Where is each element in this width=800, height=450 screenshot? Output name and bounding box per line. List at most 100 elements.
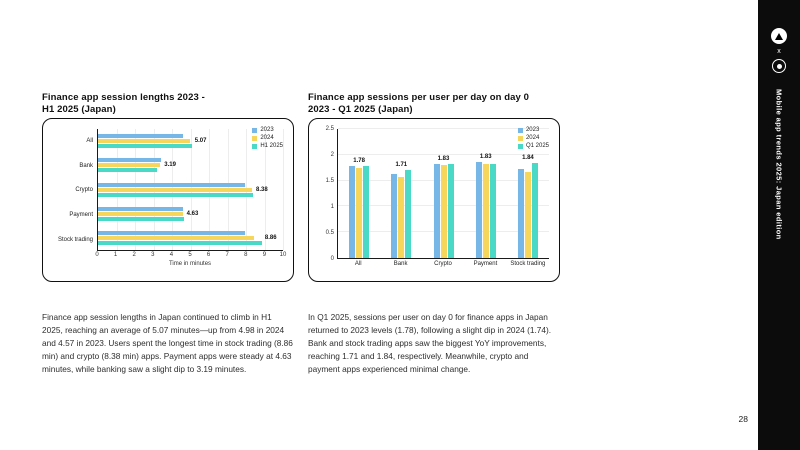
bar-group-payment: 4.63 [98, 202, 283, 226]
bar-stock-trading-2024 [524, 171, 531, 258]
y-tick-label: 2 [330, 152, 334, 158]
bar-all-2024 [356, 168, 363, 258]
bar-crypto-2023 [433, 164, 440, 258]
right-paragraph: In Q1 2025, sessions per user on day 0 f… [308, 312, 552, 374]
legend-swatch [252, 143, 258, 149]
y-axis-labels: 0 0.5 1 1.5 2 2.5 [319, 126, 337, 262]
gridline [283, 129, 284, 250]
category-label-crypto: Crypto [75, 187, 93, 194]
bar-stock-trading-2024 [98, 235, 255, 240]
plot-area: 1.78 1.71 1.83 1.83 1.84 [337, 128, 549, 259]
bar-all-2024 [98, 139, 191, 144]
page-number: 28 [738, 414, 748, 424]
legend-label: 2024 [525, 135, 540, 141]
plot-wrap: 1.78 1.71 1.83 1.83 1.84 All Bank Crypto Payment… [337, 128, 549, 271]
bar-all-2023 [98, 134, 183, 139]
plot-wrap: 5.07 3.19 8.38 4.63 8.86 0 1 2 3 4 5 6 7 8 9 10 Time in … [95, 129, 286, 271]
y-tick-label: 1 [330, 204, 334, 210]
data-label-crypto: 8.38 [256, 186, 268, 193]
bar-payment-2024 [482, 164, 489, 258]
x-tick-label: 3 [151, 252, 155, 258]
bar-group-stock-trading: 1.84 [507, 129, 549, 258]
bar-crypto-2024 [440, 165, 447, 258]
bar-group-payment: 1.83 [465, 129, 507, 258]
plot-area: 5.07 3.19 8.38 4.63 8.86 [97, 129, 284, 251]
legend-label: H1 2025 [260, 143, 283, 149]
right-chart-heading: Finance app sessions per user per day on… [308, 91, 530, 116]
bar-group-crypto: 1.83 [422, 129, 464, 258]
bar-group-crypto: 8.38 [98, 177, 283, 201]
gridline [264, 129, 266, 250]
bar-crypto-q1-2025 [447, 163, 454, 258]
bar-stock-trading-h1-2025 [98, 240, 262, 245]
legend-swatch [517, 143, 523, 149]
data-label-stock-trading: 8.86 [264, 234, 277, 241]
x-tick-label: 5 [188, 252, 192, 258]
data-label-payment: 1.83 [479, 154, 492, 161]
bar-bank-2024 [98, 163, 160, 168]
session-lengths-chart-card: 2023 2024 H1 2025 All Bank Crypto Payment Stoc… [42, 118, 294, 282]
x-tick-label: 7 [225, 252, 229, 258]
y-tick-label: 0.5 [325, 230, 334, 236]
x-category-label-bank: Bank [393, 261, 408, 267]
legend-swatch [252, 127, 258, 133]
x-tick-label: 1 [113, 252, 118, 258]
data-label-bank: 1.71 [395, 161, 408, 168]
bar-payment-2024 [98, 211, 184, 216]
right-sidebar: x Mobile app trends 2025: Japan edition [758, 0, 800, 450]
sidebar-title: Mobile app trends 2025: Japan edition [774, 89, 784, 240]
legend-item-2024: 2024 [252, 135, 283, 141]
x-tick-label: 6 [206, 252, 211, 258]
left-chart-heading: Finance app session lengths 2023 - H1 20… [42, 91, 205, 116]
data-label-bank: 3.19 [164, 162, 176, 169]
bar-crypto-h1-2025 [98, 192, 254, 197]
bar-stock-trading-q1-2025 [531, 163, 538, 258]
bar-all-2023 [349, 166, 356, 258]
x-tick-label: 10 [279, 252, 287, 258]
x-tick-label: 8 [244, 252, 248, 258]
data-label-stock-trading: 1.84 [522, 155, 534, 162]
category-label-payment: Payment [69, 212, 93, 219]
legend-swatch [517, 127, 523, 133]
bar-bank-2024 [398, 177, 405, 258]
data-label-crypto: 1.83 [437, 155, 450, 162]
bar-crypto-2024 [98, 187, 252, 192]
sessions-per-user-legend: 2023 2024 Q1 2025 [517, 127, 549, 149]
bar-payment-q1-2025 [489, 163, 496, 258]
gridline [338, 128, 549, 129]
left-paragraph: Finance app session lengths in Japan con… [42, 312, 293, 374]
legend-item-q1-2025: Q1 2025 [517, 143, 549, 149]
legend-label: 2023 [525, 127, 540, 133]
category-axis: All Bank Crypto Payment Stock trading [53, 129, 97, 271]
x-tick-label: 2 [132, 252, 136, 258]
x-category-label-crypto: Crypto [434, 261, 452, 267]
logo-separator: x [777, 48, 781, 55]
bar-all-q1-2025 [363, 166, 370, 258]
gridline [338, 153, 549, 155]
category-label-stock-trading: Stock trading [57, 236, 93, 243]
adjust-mark-icon [775, 32, 783, 40]
bar-stock-trading-2023 [98, 230, 246, 235]
session-lengths-chart: All Bank Crypto Payment Stock trading 5.07 3.1… [53, 129, 286, 271]
bar-groups: 1.78 1.71 1.83 1.83 1.84 [338, 129, 549, 258]
y-axis: 0 0.5 1 1.5 2 2.5 [319, 126, 337, 271]
bar-group-all: 1.78 [338, 129, 380, 258]
legend-item-2023: 2023 [252, 127, 283, 133]
bar-payment-h1-2025 [98, 216, 184, 221]
x-category-label-stock-trading: Stock trading [510, 261, 546, 267]
bar-payment-2023 [475, 162, 482, 258]
legend-item-2024: 2024 [517, 135, 549, 141]
data-label-all: 1.78 [353, 158, 365, 165]
y-tick-label: 2.5 [325, 126, 334, 132]
bar-bank-2023 [98, 158, 162, 163]
x-tick-label: 9 [262, 252, 267, 258]
x-axis: 0 1 2 3 4 5 6 7 8 9 10 [95, 251, 286, 260]
bar-stock-trading-2023 [517, 168, 524, 258]
category-label-all: All [86, 138, 93, 145]
legend-label: 2024 [260, 135, 274, 141]
category-label-bank: Bank [79, 162, 93, 169]
legend-swatch [517, 135, 523, 141]
bar-bank-2023 [391, 173, 398, 258]
bar-bank-h1-2025 [98, 168, 157, 173]
